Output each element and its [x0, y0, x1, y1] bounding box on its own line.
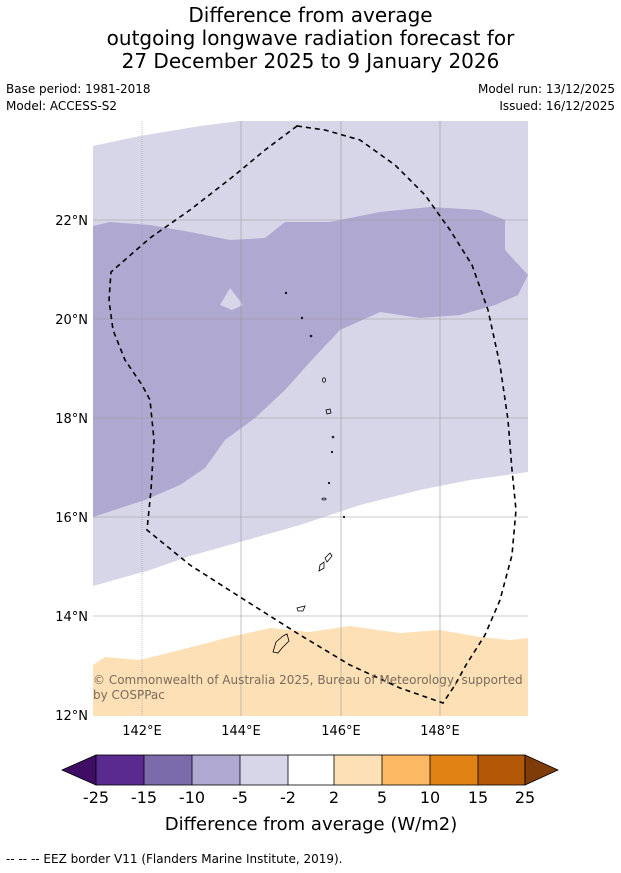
lon-label: 148°E: [420, 724, 460, 739]
colorbar-tick: -15: [131, 788, 157, 807]
colorbar-tick: -25: [83, 788, 109, 807]
anomaly-region-lavender: [93, 207, 528, 517]
colorbar-tick: 5: [377, 788, 387, 807]
title-line-2: outgoing longwave radiation forecast for: [106, 26, 515, 50]
gridlines: [93, 121, 528, 716]
chart-title: Difference from average outgoing longwav…: [0, 4, 621, 73]
model-name: Model: ACCESS-S2: [6, 99, 118, 113]
colorbar-tick: 2: [329, 788, 339, 807]
colorbar-segment: [430, 755, 478, 785]
colorbar-label: Difference from average (W/m2): [165, 814, 457, 835]
colorbar-tick: -2: [280, 788, 296, 807]
colorbar-tick: -10: [179, 788, 205, 807]
issued-date: Issued: 16/12/2025: [499, 99, 615, 113]
colorbar-frame: [95, 754, 526, 786]
colorbar-tick: 10: [420, 788, 440, 807]
anomaly-hole: [220, 288, 243, 310]
colorbar-tick: -5: [232, 788, 248, 807]
colorbar-tick: 25: [515, 788, 535, 807]
lat-label: 22°N: [55, 214, 88, 229]
meta-right: Model run: 13/12/2025 Issued: 16/12/2025: [478, 81, 615, 115]
colorbar-segment: [144, 755, 192, 785]
lat-label: 12°N: [55, 709, 88, 724]
copyright-line-2: by COSPPac: [93, 688, 165, 702]
colorbar-segment: [96, 755, 144, 785]
lat-label: 16°N: [55, 511, 88, 526]
colorbar-segment: [478, 755, 525, 785]
colorbar-segment: [288, 755, 334, 785]
eez-border: [108, 125, 517, 704]
colorbar-extend-low: [61, 754, 97, 786]
meta-left: Base period: 1981-2018 Model: ACCESS-S2: [6, 81, 151, 115]
colorbar-segment: [334, 755, 382, 785]
lat-label: 14°N: [55, 610, 88, 625]
colorbar-extend-high: [524, 754, 559, 786]
copyright-line-1: © Commonwealth of Australia 2025, Bureau…: [93, 673, 523, 687]
map-area: © Commonwealth of Australia 2025, Bureau…: [93, 121, 528, 716]
lat-label: 18°N: [55, 412, 88, 427]
eez-footnote: -- -- -- EEZ border V11 (Flanders Marine…: [6, 852, 343, 866]
islands: [272, 291, 346, 654]
title-line-1: Difference from average: [188, 3, 433, 27]
model-run: Model run: 13/12/2025: [477, 82, 615, 96]
lon-label: 142°E: [122, 724, 162, 739]
lon-label: 146°E: [321, 724, 361, 739]
title-line-3: 27 December 2025 to 9 January 2026: [121, 49, 500, 73]
colorbar-segment: [382, 755, 430, 785]
anomaly-region-orange: [93, 626, 528, 716]
longitude-labels: 142°E 144°E 146°E 148°E: [122, 724, 460, 739]
base-period: Base period: 1981-2018: [6, 82, 151, 96]
lon-label: 144°E: [221, 724, 261, 739]
colorbar-segment: [192, 755, 240, 785]
colorbar: -25 -15 -10 -5 -2 2 5 10 15 25 Differenc…: [61, 754, 559, 835]
lat-label: 20°N: [55, 313, 88, 328]
colorbar-tick: 15: [468, 788, 488, 807]
colorbar-segment: [240, 755, 288, 785]
latitude-labels: 22°N 20°N 18°N 16°N 14°N 12°N: [55, 214, 88, 724]
